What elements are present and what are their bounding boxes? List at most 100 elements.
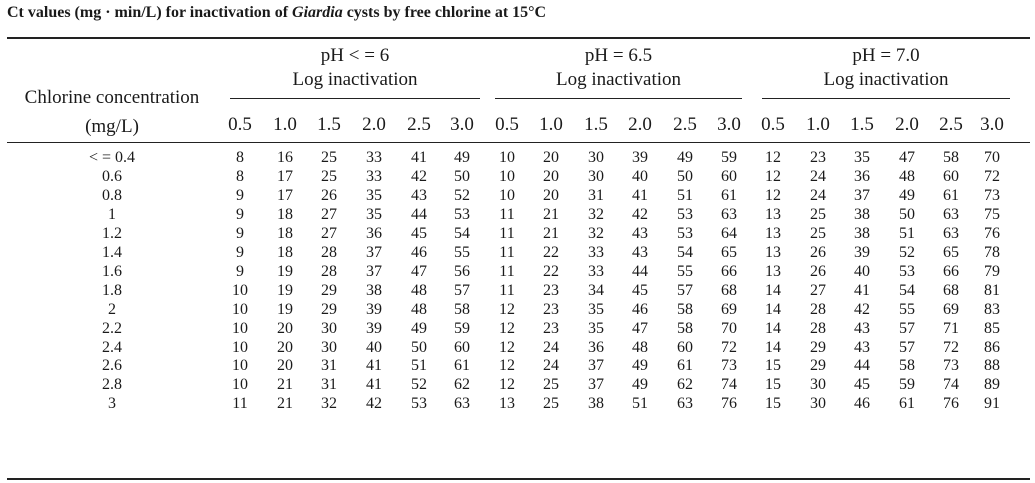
table-cell: 19 — [277, 281, 293, 299]
table-cell: 26 — [321, 186, 337, 204]
table-cell: 41 — [366, 376, 382, 394]
table-cell: 41 — [366, 357, 382, 375]
table-cell: 35 — [854, 149, 870, 166]
header-rule — [7, 142, 1030, 143]
table-cell: 49 — [677, 149, 693, 166]
table-cell: 51 — [632, 395, 648, 413]
table-cell: 23 — [543, 281, 559, 299]
row-concentration: < = 0.4 — [88, 149, 136, 166]
table-cell: 32 — [588, 205, 604, 223]
table-cell: 24 — [810, 167, 826, 185]
table-cell: 49 — [632, 376, 648, 394]
table-cell: 64 — [721, 224, 737, 242]
table-cell: 30 — [321, 319, 337, 337]
table-cell: 73 — [943, 357, 959, 375]
table-cell: 24 — [810, 186, 826, 204]
table-cell: 12 — [499, 376, 515, 394]
table-cell: 55 — [899, 300, 915, 318]
table-cell: 10 — [499, 186, 515, 204]
table-cell: 37 — [366, 243, 382, 261]
bottom-rule — [7, 478, 1030, 480]
table-cell: 25 — [321, 167, 337, 185]
table-cell: 12 — [499, 338, 515, 356]
column-header: 3.0 — [450, 114, 474, 135]
column-header: 1.5 — [850, 114, 874, 135]
table-cell: 23 — [543, 300, 559, 318]
table-cell: 38 — [854, 205, 870, 223]
group-header-1: pH = 6.5 — [584, 45, 653, 66]
table-cell: 15 — [765, 395, 781, 413]
row-concentration: 1.8 — [102, 281, 122, 299]
row-concentration: 2.2 — [102, 319, 122, 337]
table-cell: 40 — [854, 262, 870, 280]
table-cell: 17 — [277, 186, 293, 204]
table-cell: 50 — [411, 338, 427, 356]
group-subheader-0: Log inactivation — [292, 69, 418, 90]
table-cell: 23 — [543, 319, 559, 337]
table-cell: 20 — [543, 167, 559, 185]
table-cell: 61 — [454, 357, 470, 375]
title-suffix: cysts by free chlorine at 15°C — [342, 4, 547, 21]
table-cell: 10 — [499, 167, 515, 185]
table-cell: 29 — [321, 281, 337, 299]
table-cell: 72 — [943, 338, 959, 356]
table-cell: 8 — [236, 149, 244, 166]
table-cell: 31 — [588, 186, 604, 204]
table-cell: 76 — [984, 224, 1000, 242]
table-cell: 11 — [499, 243, 515, 261]
table-cell: 14 — [765, 338, 781, 356]
table-cell: 45 — [854, 376, 870, 394]
table-cell: 10 — [232, 376, 248, 394]
table-cell: 16 — [277, 149, 293, 166]
table-cell: 9 — [236, 224, 244, 242]
table-cell: 43 — [632, 243, 648, 261]
table-cell: 51 — [899, 224, 915, 242]
column-header: 3.0 — [980, 114, 1004, 135]
table-cell: 74 — [943, 376, 959, 394]
table-cell: 22 — [543, 243, 559, 261]
table-cell: 62 — [454, 376, 470, 394]
table-cell: 29 — [321, 300, 337, 318]
table-cell: 9 — [236, 243, 244, 261]
table-cell: 46 — [411, 243, 427, 261]
table-cell: 76 — [721, 395, 737, 413]
column-header: 1.0 — [539, 114, 563, 135]
table-cell: 30 — [321, 338, 337, 356]
table-cell: 35 — [588, 319, 604, 337]
table-cell: 20 — [277, 319, 293, 337]
table-cell: 37 — [588, 357, 604, 375]
table-cell: 42 — [632, 205, 648, 223]
table-cell: 19 — [277, 262, 293, 280]
table-cell: 12 — [765, 167, 781, 185]
table-cell: 25 — [810, 224, 826, 242]
table-cell: 9 — [236, 205, 244, 223]
table-cell: 20 — [277, 357, 293, 375]
table-cell: 37 — [366, 262, 382, 280]
column-header: 2.5 — [939, 114, 963, 135]
table-cell: 26 — [810, 262, 826, 280]
table-cell: 54 — [677, 243, 693, 261]
table-cell: 50 — [899, 205, 915, 223]
table-cell: 28 — [810, 300, 826, 318]
table-cell: 38 — [854, 224, 870, 242]
table-cell: 40 — [366, 338, 382, 356]
table-cell: 58 — [454, 300, 470, 318]
table-cell: 48 — [899, 167, 915, 185]
table-cell: 58 — [943, 149, 959, 166]
table-cell: 42 — [411, 167, 427, 185]
table-cell: 36 — [854, 167, 870, 185]
table-cell: 53 — [677, 224, 693, 242]
table-cell: 10 — [232, 319, 248, 337]
table-cell: 72 — [721, 338, 737, 356]
table-cell: 44 — [411, 205, 427, 223]
title-italic: Giardia — [292, 4, 343, 21]
table-cell: 85 — [984, 319, 1000, 337]
table-cell: 13 — [499, 395, 515, 413]
row-concentration: 0.6 — [102, 167, 122, 185]
table-cell: 58 — [677, 319, 693, 337]
table-cell: 46 — [632, 300, 648, 318]
table-cell: 8 — [236, 167, 244, 185]
table-cell: 51 — [677, 186, 693, 204]
table-cell: 21 — [543, 205, 559, 223]
table-cell: 25 — [543, 376, 559, 394]
